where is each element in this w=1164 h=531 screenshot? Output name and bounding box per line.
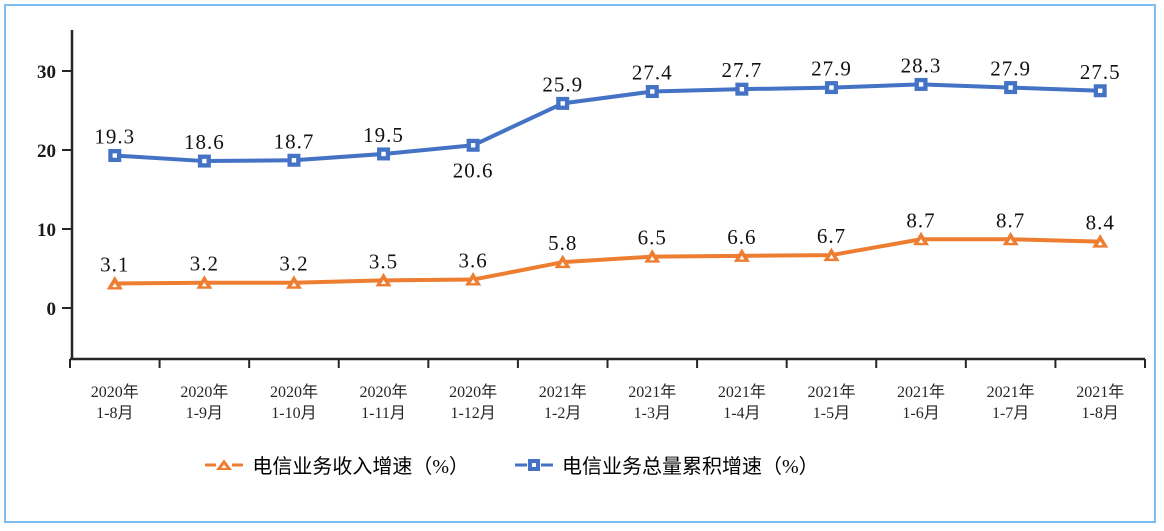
- x-category-label: 2021年 1-6月: [897, 383, 945, 422]
- data-label: 8.7: [906, 208, 935, 232]
- data-point-marker: [1002, 231, 1019, 246]
- legend-item-revenue-growth: 电信业务收入增速（%）: [205, 450, 469, 479]
- square-marker-icon: [515, 459, 553, 471]
- marker-hole: [918, 82, 924, 87]
- marker-hole: [112, 283, 118, 288]
- data-point-marker: [375, 272, 392, 287]
- data-label: 6.5: [638, 226, 667, 250]
- marker-hole: [202, 158, 207, 164]
- marker-hole: [739, 86, 745, 92]
- marker-hole: [381, 151, 386, 157]
- marker-hole: [1008, 85, 1013, 90]
- marker-hole: [201, 282, 207, 287]
- data-label: 3.1: [100, 253, 129, 277]
- data-label: 27.9: [990, 57, 1031, 81]
- y-tick-label: 0: [47, 299, 57, 320]
- data-label: 6.6: [727, 225, 756, 249]
- x-category-label: 2021年 1-2月: [539, 383, 587, 422]
- marker-hole: [828, 254, 835, 259]
- series-line: [112, 82, 1103, 164]
- x-category-label: 2020年 1-8月: [91, 383, 139, 422]
- legend-label-revenue-growth: 电信业务收入增速（%）: [252, 455, 469, 478]
- x-category-label: 2021年 1-8月: [1076, 383, 1124, 422]
- data-label: 18.6: [184, 130, 225, 154]
- data-point-marker: [644, 249, 661, 263]
- data-point-marker: [913, 231, 930, 246]
- marker-hole: [829, 85, 834, 90]
- marker-hole: [739, 255, 745, 260]
- data-label: 27.5: [1080, 60, 1121, 84]
- x-category-label: 2021年 1-7月: [987, 383, 1035, 422]
- data-label: 3.6: [459, 249, 488, 273]
- data-point-marker: [823, 247, 840, 262]
- data-label: 6.7: [817, 224, 846, 248]
- marker-hole: [470, 143, 476, 148]
- data-point-marker: [465, 272, 482, 286]
- x-category-label: 2020年 1-10月: [270, 383, 318, 422]
- x-category-label: 2020年 1-11月: [360, 383, 408, 422]
- marker-hole: [560, 101, 565, 106]
- marker-hole: [650, 89, 655, 94]
- data-point-marker: [285, 275, 302, 289]
- marker-hole: [291, 282, 297, 287]
- marker-hole: [560, 261, 566, 266]
- marker-hole: [1097, 241, 1103, 246]
- x-category-label: 2021年 1-3月: [628, 383, 676, 422]
- data-label: 8.4: [1086, 211, 1115, 235]
- legend-item-volume-growth: 电信业务总量累积增速（%）: [515, 450, 819, 479]
- data-point-marker: [1092, 234, 1109, 248]
- marker-hole: [1098, 88, 1103, 93]
- data-label: 25.9: [542, 72, 583, 96]
- x-category-label: 2020年 1-9月: [180, 383, 228, 422]
- triangle-marker-icon: [205, 459, 244, 470]
- marker-hole: [1008, 238, 1014, 243]
- data-label: 3.2: [279, 252, 308, 276]
- data-point-marker: [554, 254, 571, 269]
- marker-hole: [649, 256, 655, 261]
- series-line: [112, 237, 1103, 286]
- data-label: 8.7: [996, 208, 1025, 232]
- x-category-label: 2021年 1-4月: [718, 383, 766, 422]
- data-point-marker: [106, 276, 123, 290]
- data-label: 3.5: [369, 249, 398, 273]
- y-tick-label: 30: [37, 62, 56, 83]
- marker-hole: [470, 279, 476, 284]
- data-label: 28.3: [901, 53, 942, 77]
- data-label: 5.8: [548, 231, 577, 255]
- chart-legend: 电信业务收入增速（%） 电信业务总量累积增速（%）: [0, 446, 1094, 482]
- legend-label-volume-growth: 电信业务总量累积增速（%）: [562, 455, 819, 478]
- data-label: 19.3: [94, 125, 135, 149]
- data-label: 18.7: [274, 129, 315, 153]
- y-tick-label: 10: [37, 220, 56, 241]
- y-tick-label: 20: [37, 141, 56, 162]
- data-label: 3.2: [190, 252, 219, 276]
- marker-hole: [918, 238, 924, 243]
- data-label: 27.9: [811, 57, 852, 81]
- marker-hole: [291, 158, 297, 163]
- marker-hole: [380, 279, 387, 284]
- x-category-label: 2020年 1-12月: [449, 383, 497, 422]
- data-point-marker: [196, 275, 213, 289]
- data-point-marker: [733, 248, 750, 262]
- data-label: 20.6: [453, 158, 494, 182]
- data-label: 27.4: [632, 61, 673, 85]
- marker-hole: [112, 153, 117, 158]
- data-label: 19.5: [363, 123, 404, 147]
- data-label: 27.7: [722, 58, 763, 82]
- x-category-label: 2021年 1-5月: [807, 383, 855, 422]
